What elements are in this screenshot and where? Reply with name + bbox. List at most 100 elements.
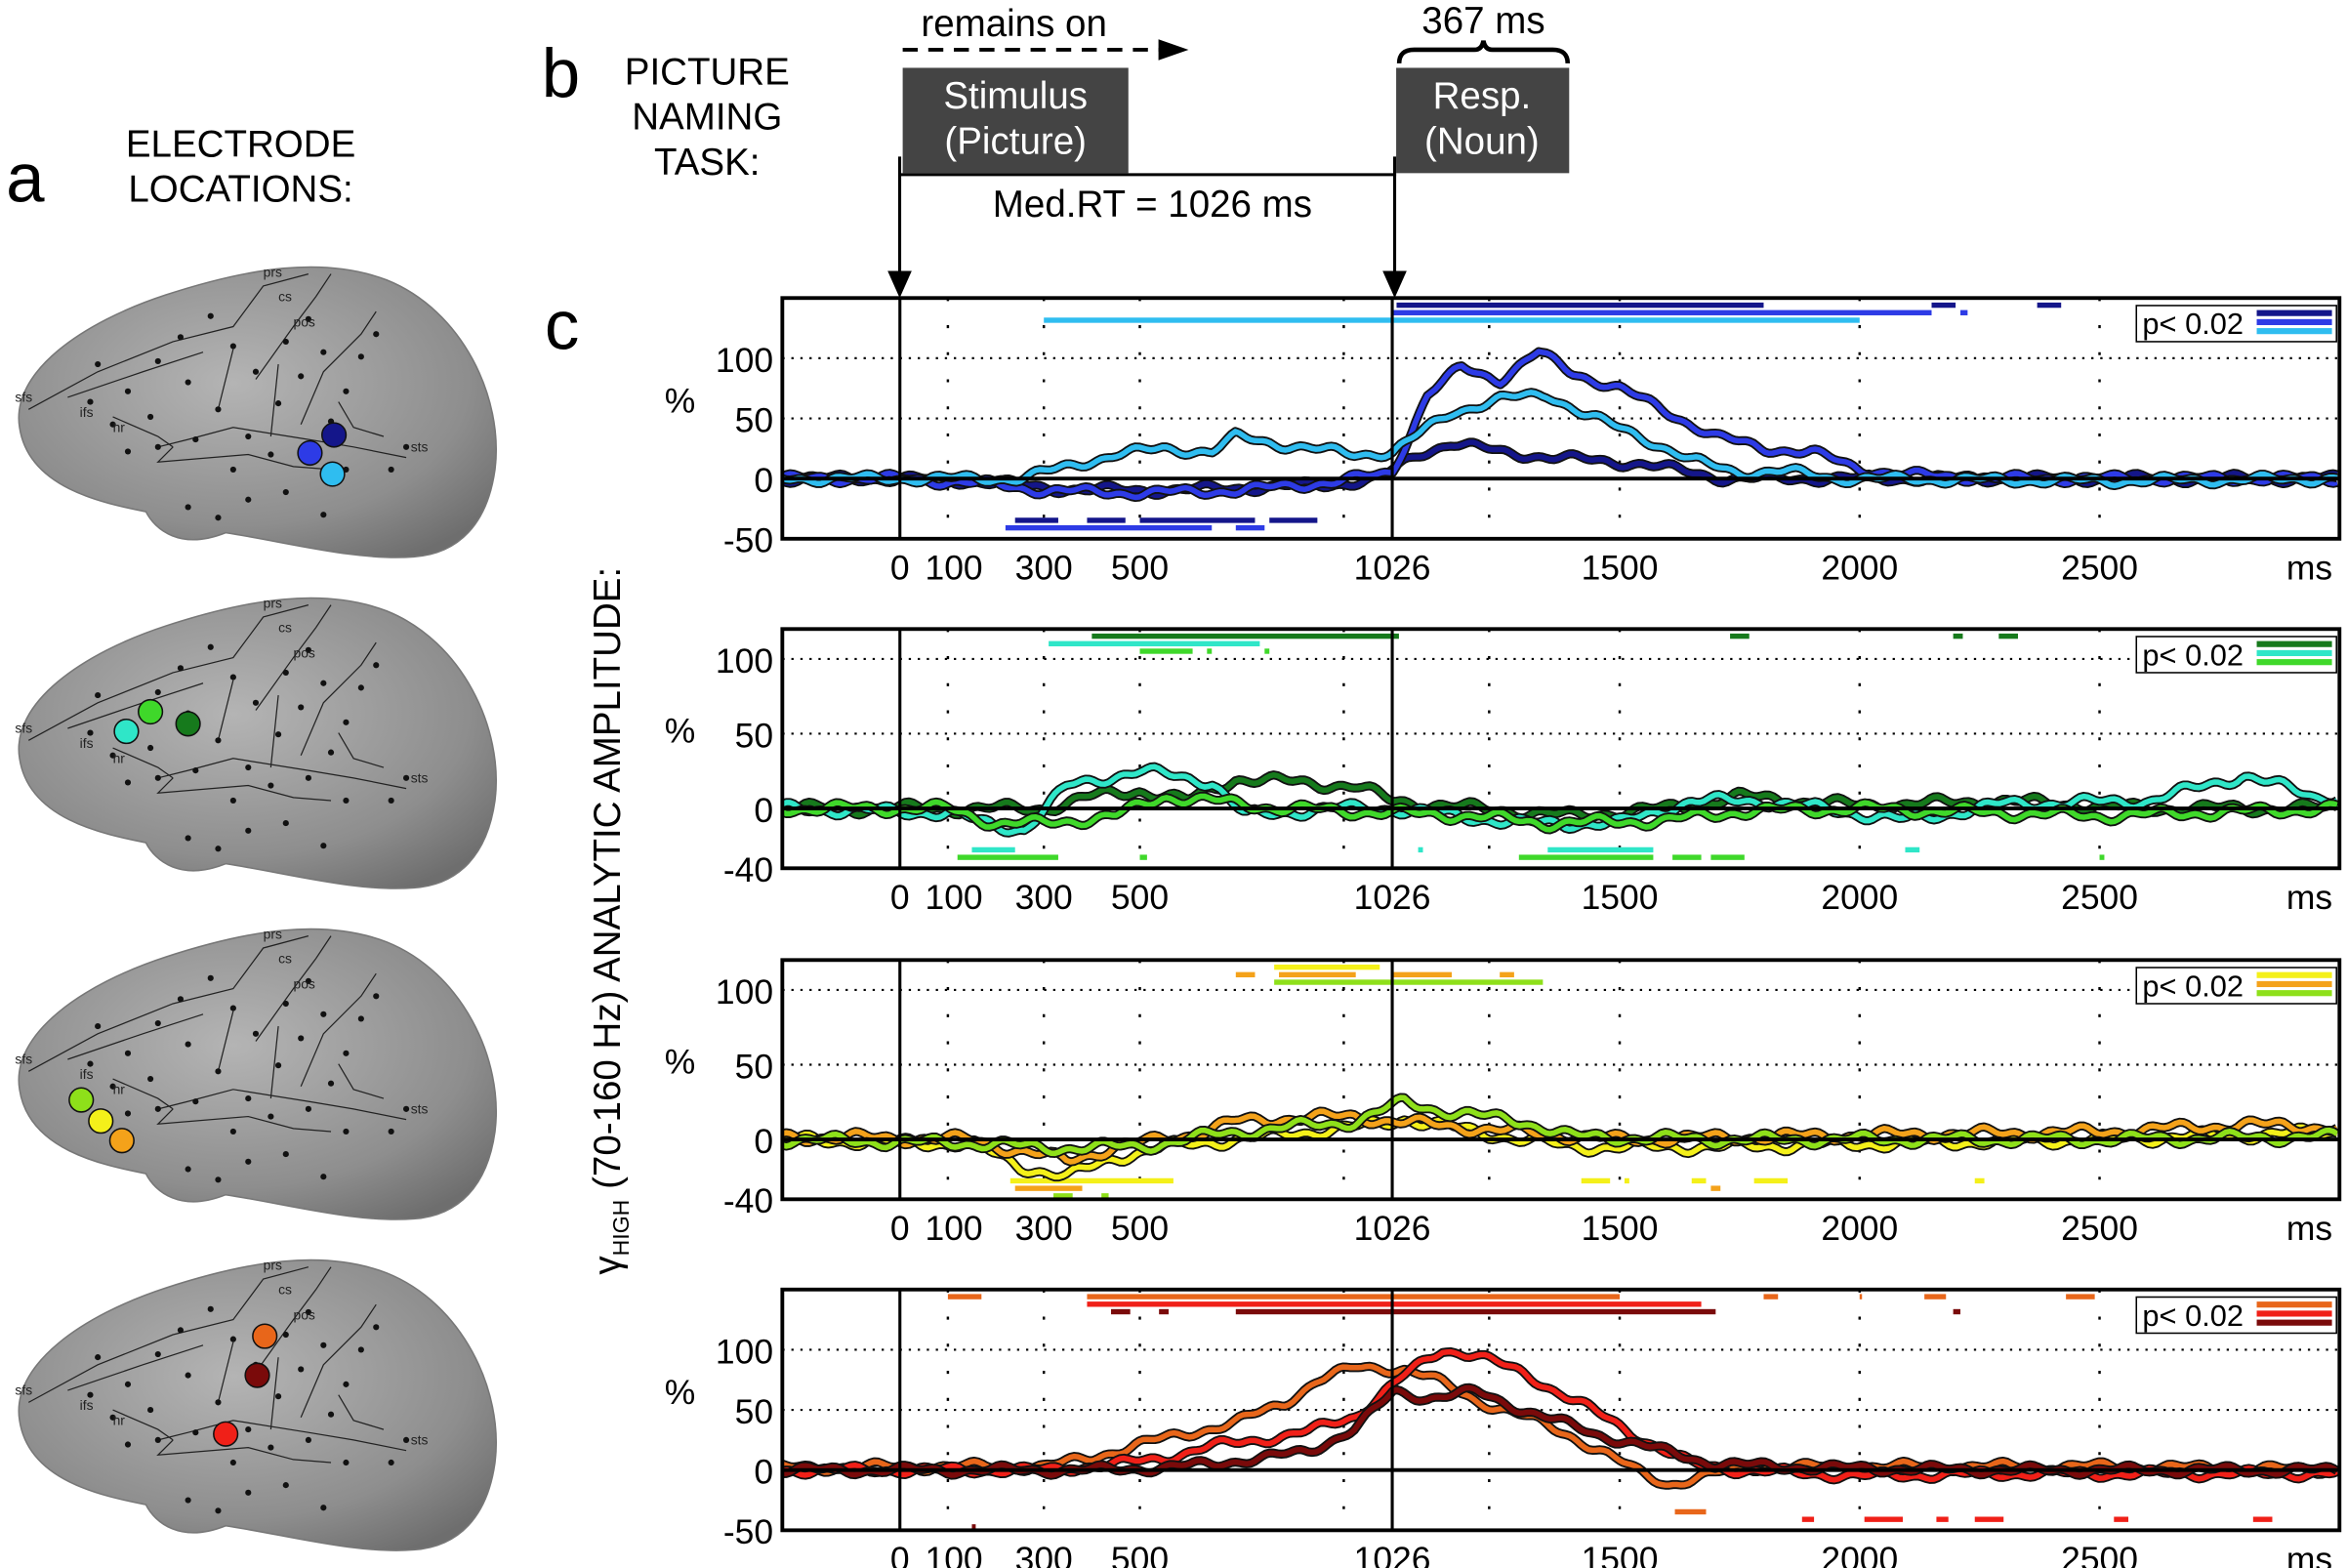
- series-line-2: [781, 349, 2338, 501]
- electrode-title-line2: LOCATIONS:: [128, 169, 352, 211]
- response-arrowhead-icon: [1382, 270, 1407, 299]
- electrode-dot: [185, 1166, 191, 1173]
- electrode-dot: [402, 1105, 410, 1112]
- x-tick-label: 100: [925, 1209, 982, 1248]
- significance-bar-bottom: [1974, 1516, 2004, 1522]
- electrode-dot: [320, 349, 327, 355]
- sulcus-label: sfs: [15, 1382, 32, 1398]
- x-tick-label: 300: [1015, 1209, 1073, 1248]
- electrode-dot: [268, 1444, 274, 1451]
- electrode-dot: [252, 1030, 260, 1037]
- y-tick-label: 0: [754, 791, 773, 830]
- electrode-dot: [245, 496, 252, 503]
- electrode-dot: [305, 646, 311, 653]
- legend-swatch: [2256, 328, 2332, 335]
- significance-bar-top: [1274, 964, 1380, 970]
- legend-swatch: [2256, 309, 2332, 316]
- significance-bar-top: [1953, 633, 1963, 640]
- x-tick-label: 1026: [1354, 1209, 1431, 1248]
- electrode-dot: [229, 1459, 236, 1466]
- electrode-dot: [185, 1041, 191, 1048]
- sulcus-label: cs: [278, 288, 292, 304]
- highlighted-electrode: [252, 1323, 278, 1349]
- electrode-dot: [207, 1305, 214, 1312]
- significance-bar-bottom: [1418, 846, 1423, 853]
- x-tick-label: 500: [1111, 1209, 1169, 1248]
- sulcus-label: sts: [411, 1100, 429, 1116]
- electrode-dot: [320, 1341, 327, 1348]
- sulcus-label: hr: [113, 419, 126, 434]
- x-tick-label: 100: [925, 878, 982, 917]
- sulcus-label: pos: [293, 976, 314, 992]
- electrode-dot: [109, 421, 116, 428]
- electrode-dot: [185, 1372, 191, 1379]
- legend: p< 0.02: [2135, 636, 2337, 674]
- electrode-dot: [402, 774, 410, 781]
- median-rt-label: Med.RT = 1026 ms: [993, 184, 1312, 226]
- highlighted-electrode: [213, 1421, 239, 1447]
- x-tick-label: 500: [1111, 878, 1169, 917]
- electrode-dot: [388, 466, 394, 474]
- y-axis-label: %: [665, 712, 696, 751]
- electrode-dot: [215, 515, 222, 521]
- legend-swatch: [2256, 1301, 2332, 1308]
- electrode-dot: [147, 1075, 154, 1083]
- electrode-dot: [320, 843, 327, 849]
- electrode-dot: [147, 1406, 154, 1414]
- significance-bar-bottom: [1710, 854, 1745, 860]
- electrode-dot: [343, 1050, 350, 1056]
- sulcus-label: pos: [293, 1307, 314, 1323]
- sulcus-label: cs: [278, 619, 292, 635]
- significance-bar-top: [1111, 1308, 1131, 1315]
- electrode-dot: [282, 669, 289, 677]
- electrode-dot: [305, 1308, 311, 1315]
- significance-bar-top: [1207, 648, 1213, 654]
- legend: p< 0.02: [2135, 967, 2337, 1005]
- significance-bar-bottom: [1905, 846, 1920, 853]
- y-axis-label: %: [665, 1373, 696, 1412]
- significance-bar-top: [1044, 317, 1860, 323]
- electrode-dot: [282, 1331, 289, 1339]
- electrode-dot: [245, 1426, 252, 1433]
- electrode-dot: [282, 1482, 289, 1489]
- electrode-dot: [320, 1505, 327, 1511]
- significance-bar-bottom: [957, 854, 1058, 860]
- electrode-dot: [245, 433, 252, 440]
- significance-bar-bottom: [1547, 846, 1654, 853]
- y-tick-label: -40: [723, 1181, 773, 1220]
- electrode-dot: [95, 1354, 102, 1361]
- electrode-dot: [95, 360, 102, 368]
- panel-a-letter: a: [6, 141, 45, 218]
- electrode-dot: [154, 774, 161, 781]
- highlighted-electrode: [88, 1108, 114, 1135]
- plot-frame: [780, 627, 2342, 871]
- sulcus-label: ifs: [80, 404, 94, 420]
- significance-bar-bottom: [1053, 1193, 1073, 1199]
- legend-swatch: [2256, 318, 2332, 325]
- y-tick-label: 100: [716, 641, 773, 681]
- x-tick-label: 100: [925, 548, 982, 587]
- electrode-dot: [327, 749, 335, 756]
- significance-bar-top: [1235, 1308, 1716, 1315]
- x-tick-label: 0: [890, 1209, 910, 1248]
- electrode-dot: [388, 1128, 394, 1135]
- legend: p< 0.02: [2135, 1296, 2337, 1335]
- x-tick-label: 1026: [1354, 878, 1431, 917]
- electrode-dot: [388, 1459, 394, 1466]
- electrode-dot: [343, 1381, 350, 1387]
- significance-bar-bottom: [1674, 1508, 1707, 1515]
- sulci-lines: [27, 272, 407, 471]
- electrode-dot: [252, 368, 260, 375]
- y-tick-label: 100: [716, 341, 773, 380]
- electrode-dot: [154, 688, 161, 696]
- electrode-dot: [298, 704, 305, 711]
- legend-swatch: [2256, 1319, 2332, 1326]
- response-duration-label: 367 ms: [1421, 0, 1544, 42]
- sulcus-label: sts: [411, 1432, 429, 1448]
- x-tick-label: 2500: [2061, 1540, 2138, 1568]
- significance-bar-bottom: [1581, 1177, 1611, 1184]
- ylabel-subscript: HIGH: [608, 1200, 634, 1257]
